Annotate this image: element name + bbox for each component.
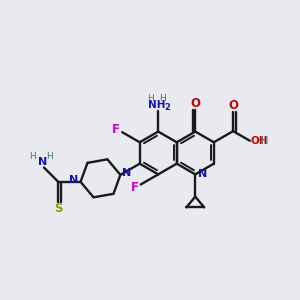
Text: H: H <box>261 136 269 146</box>
Text: N: N <box>38 157 47 167</box>
Text: H: H <box>29 152 36 161</box>
Text: N: N <box>122 168 131 178</box>
Text: NH: NH <box>148 100 166 110</box>
Text: O: O <box>228 99 239 112</box>
Text: H: H <box>159 94 166 103</box>
Text: F: F <box>131 181 139 194</box>
Text: O: O <box>190 97 201 110</box>
Text: 2: 2 <box>164 103 170 112</box>
Text: OH: OH <box>250 136 268 146</box>
Text: H: H <box>147 94 154 103</box>
Text: N: N <box>198 169 208 179</box>
Text: F: F <box>112 123 120 136</box>
Text: S: S <box>54 202 62 215</box>
Text: H: H <box>46 152 53 161</box>
Text: N: N <box>69 176 79 185</box>
